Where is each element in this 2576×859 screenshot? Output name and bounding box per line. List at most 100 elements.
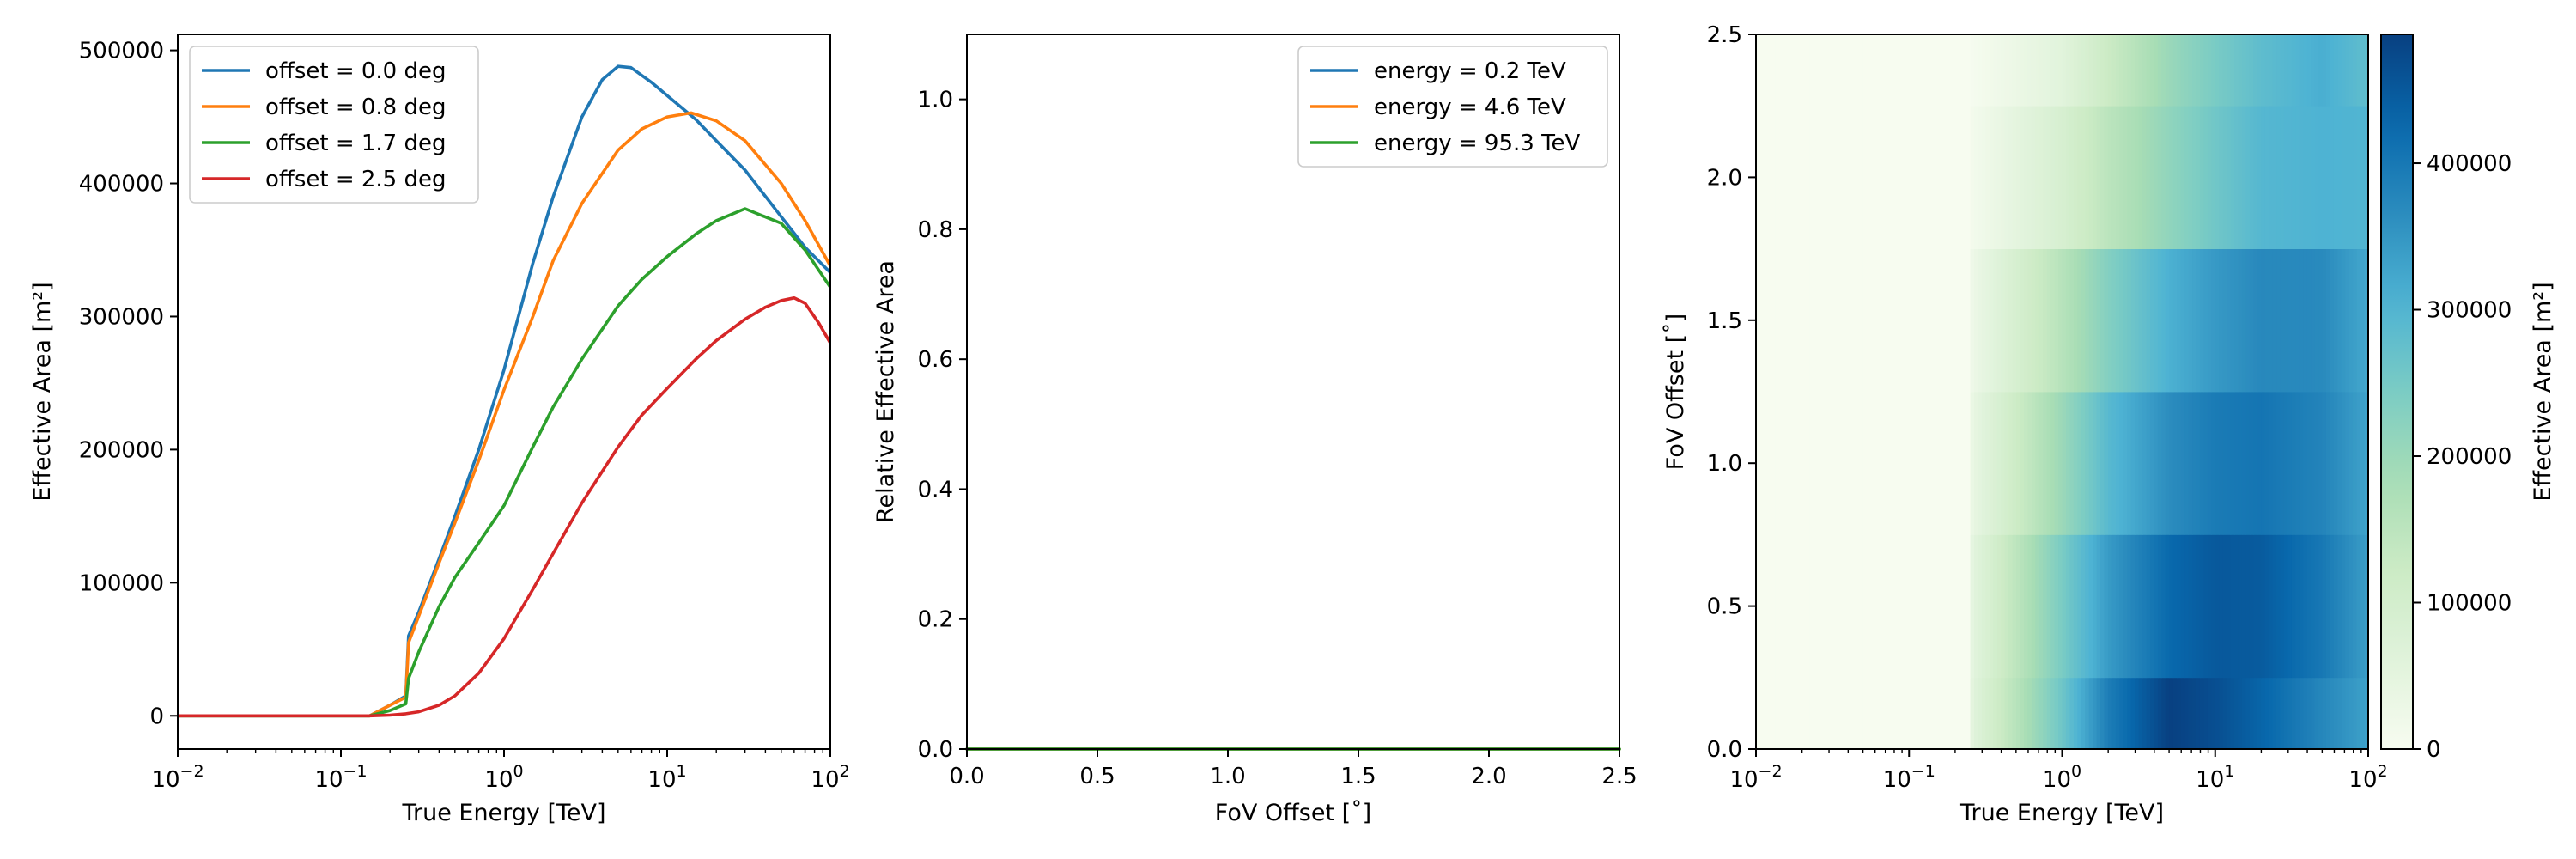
heatmap-cell [2330,392,2335,535]
heatmap-cell [2157,392,2162,535]
heatmap-cell [1813,392,1818,535]
heatmap-cell [1870,677,1875,750]
heatmap-cell [1947,392,1952,535]
heatmap-cell [1813,106,1818,249]
heatmap-cell [2333,392,2338,535]
heatmap-cell [1825,392,1830,535]
heatmap-cell [2157,677,2162,750]
heatmap-cell [2345,248,2350,393]
heatmap-cell [1924,34,1929,107]
heatmap-cell [1817,248,1822,393]
heatmap-cell [1882,106,1887,249]
heatmap-cell [1909,677,1914,750]
heatmap-cell [1809,248,1814,393]
heatmap-cell [2188,34,2193,107]
heatmap-cell [2093,677,2098,750]
heatmap-cell [1759,392,1765,535]
colorbar-tick-label: 100000 [2427,591,2512,617]
x-axis-label: True Energy [TeV] [1959,800,2164,826]
heatmap-cell [1878,106,1883,249]
heatmap-cell [2135,534,2140,679]
heatmap-cell [2088,106,2093,249]
heatmap-cell [2245,106,2251,249]
heatmap-cell [1978,248,1983,393]
heatmap-cell [2142,106,2148,249]
heatmap-cell [2069,34,2075,107]
heatmap-cell [1951,392,1956,535]
heatmap-cell [1886,534,1891,679]
heatmap-cell [1851,392,1856,535]
heatmap-cell [2020,534,2025,679]
heatmap-cell [2314,34,2319,107]
heatmap-cell [2100,677,2105,750]
heatmap-cell [2353,677,2358,750]
heatmap-cell [2012,34,2017,107]
heatmap-cell [1947,34,1952,107]
heatmap-cell [1847,677,1853,750]
heatmap-cell [2119,248,2124,393]
legend: energy = 0.2 TeV energy = 4.6 TeV energy =… [1297,46,1608,168]
heatmap-cell [2016,392,2021,535]
heatmap-cell [1985,248,1990,393]
y-tick-label: 0 [149,704,164,729]
heatmap-cell [2046,34,2051,107]
heatmap-cell [2085,106,2090,249]
heatmap-cell [2016,248,2021,393]
heatmap-cell [2062,106,2067,249]
heatmap-cell [2096,248,2101,393]
heatmap-cell [2253,106,2258,249]
heatmap-cell [1935,106,1941,249]
series-line [178,296,830,718]
heatmap-cell [2253,677,2258,750]
heatmap-cell [2348,34,2354,107]
heatmap-cell [1794,34,1799,107]
legend-entry: energy = 4.6 TeV [1374,94,1566,120]
heatmap-cell [1859,106,1864,249]
heatmap-cell [2004,34,2009,107]
tick-label-base: 10 [151,767,179,793]
heatmap-cell [2356,248,2361,393]
heatmap-cell [2043,34,2048,107]
heatmap-cell [1759,677,1765,750]
heatmap-cell [2192,392,2197,535]
heatmap-cell [2215,392,2220,535]
heatmap-cell [2341,392,2346,535]
heatmap-cell [2341,34,2346,107]
tick-label-exponent: 0 [2071,762,2081,781]
heatmap-cell [2038,677,2044,750]
heatmap-cell [2203,248,2208,393]
heatmap-cell [2073,248,2078,393]
heatmap-cell [2069,106,2075,249]
heatmap-cell [1805,34,1810,107]
heatmap-cell [2356,392,2361,535]
heatmap-cell [2027,534,2032,679]
heatmap-cell [2161,534,2166,679]
heatmap-cell [2127,534,2132,679]
heatmap-cell [2238,106,2243,249]
heatmap-cell [2096,392,2101,535]
heatmap-cell [2227,392,2232,535]
heatmap-cell [1978,34,1983,107]
heatmap-cell [2085,392,2090,535]
heatmap-cell [2318,106,2324,249]
heatmap-cell [2073,34,2078,107]
legend-entry: offset = 0.0 deg [265,58,447,84]
heatmap-cell [1874,534,1880,679]
heatmap-cell [2038,248,2044,393]
heatmap-cell [2188,392,2193,535]
y-axis-label: Effective Area [m²] [29,282,56,501]
heatmap-cell [2330,677,2335,750]
heatmap-cell [2287,106,2293,249]
heatmap-cell [1966,677,1971,750]
heatmap-cell [2054,34,2059,107]
heatmap-cell [2249,677,2254,750]
heatmap-cell [1905,677,1910,750]
heatmap-cell [2188,534,2193,679]
heatmap-cell [1759,106,1765,249]
heatmap-cell [1931,34,1937,107]
heatmap-cell [2154,34,2159,107]
heatmap-cell [1928,248,1933,393]
heatmap-cell [2093,248,2098,393]
heatmap-cell [1996,392,2002,535]
y-tick-label: 500000 [79,39,164,64]
